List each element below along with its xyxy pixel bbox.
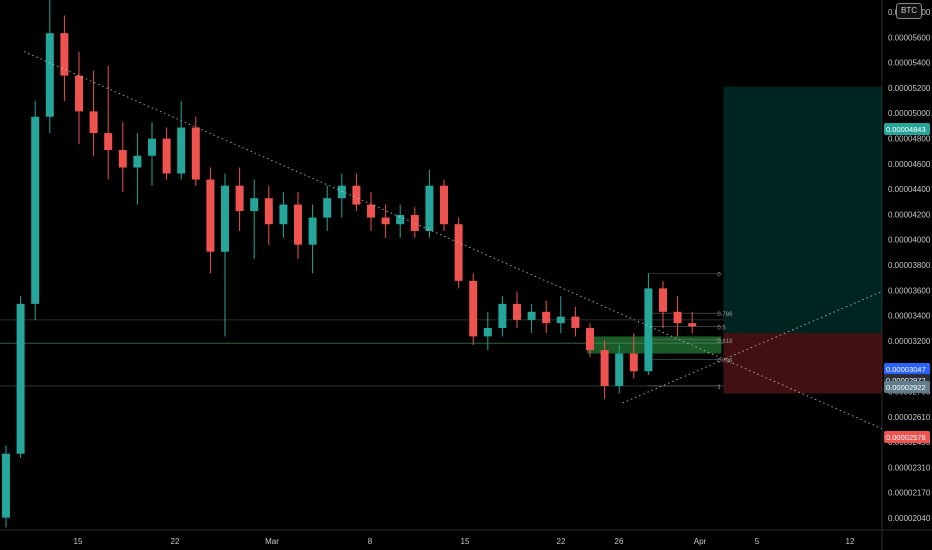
y-tick-label: 0.00003400 (888, 312, 931, 321)
candle-body (659, 288, 667, 312)
y-tick-label: 0.00005400 (888, 59, 931, 68)
candle-body (513, 303, 521, 320)
candle-body (571, 316, 580, 329)
y-tick-label: 0.00005000 (888, 109, 931, 118)
y-tick-label: 0.00004200 (888, 210, 931, 219)
candle-body (469, 280, 478, 337)
candle-body (352, 185, 361, 205)
y-tick-label: 0.00003800 (888, 261, 931, 270)
price-badge-label: 0.00002576 (886, 433, 926, 442)
y-tick-label: 0.00005200 (888, 84, 931, 93)
y-tick-label: 0.00002310 (888, 463, 931, 472)
x-tick-label: Apr (694, 537, 707, 546)
stop-zone (723, 333, 882, 394)
x-tick-label: 22 (557, 537, 566, 546)
x-tick-label: 22 (171, 537, 180, 546)
fib-label: 0.786 (717, 359, 733, 365)
fib-label: 0 (717, 272, 721, 278)
target-zone (723, 86, 882, 334)
candle-body (498, 303, 507, 329)
x-tick-label: 26 (615, 537, 624, 546)
candle-body (323, 198, 332, 218)
candle-body (527, 311, 536, 320)
candle-body (586, 328, 594, 351)
candle-body (425, 185, 434, 231)
candle-body (294, 204, 302, 245)
x-tick-label: 8 (368, 537, 373, 546)
candle-body (104, 133, 113, 150)
candle-body (45, 33, 54, 117)
candle-body (673, 311, 682, 324)
candle-body (75, 75, 83, 112)
support-zone (587, 336, 722, 354)
candle-body (264, 198, 273, 225)
candle-body (615, 353, 624, 386)
y-tick-label: 0.00003200 (888, 337, 931, 346)
y-tick-label: 0.00003600 (888, 286, 931, 295)
fib-label: 0.786 (717, 312, 733, 318)
x-tick-label: 12 (846, 537, 855, 546)
candle-body (148, 138, 156, 156)
candle-body (454, 224, 463, 281)
candle-body (206, 179, 215, 252)
y-tick-label: 0.00004400 (888, 185, 931, 194)
y-tick-label: 0.00004600 (888, 160, 931, 169)
descending-resistance-trendline (23, 51, 883, 430)
y-tick-label: 0.00002610 (888, 413, 931, 422)
price-badge-label: 0.00002972 (886, 376, 926, 385)
candle-body (133, 155, 142, 168)
candle-body (367, 204, 375, 218)
price-badge (884, 381, 930, 393)
candle-body (542, 311, 551, 324)
candle-body (440, 185, 448, 225)
candle-body (308, 217, 317, 245)
candle-body (2, 453, 10, 518)
candle-body (118, 149, 127, 168)
candle-body (235, 185, 244, 212)
candle-body (629, 353, 638, 372)
candle-body (688, 323, 697, 327)
candle-body (89, 111, 98, 134)
candle-body (556, 316, 565, 324)
symbol-badge: BTC (896, 3, 922, 19)
candle-body (191, 127, 200, 180)
ascending-support-trendline (622, 290, 883, 404)
price-badge (884, 363, 930, 375)
price-badge (884, 123, 930, 135)
y-tick-label: 0.00002170 (888, 489, 931, 498)
candle-body (381, 217, 390, 225)
price-badge (884, 431, 930, 443)
candle-body (337, 185, 346, 199)
candle-body (483, 328, 492, 337)
y-tick-label: 0.00005600 (888, 33, 931, 42)
candle-body (600, 350, 609, 386)
candle-body (16, 303, 25, 454)
x-tick-label: 15 (74, 537, 83, 546)
candle-body (250, 198, 259, 212)
y-tick-label: 0.00002040 (888, 514, 931, 523)
x-tick-label: Mar (265, 537, 279, 546)
candle-body (162, 138, 171, 174)
candle-body (221, 185, 229, 252)
fib-label: 0.5 (717, 325, 726, 331)
candle-body (177, 127, 186, 174)
fib-label: 0.618 (717, 339, 733, 345)
x-tick-label: 15 (461, 537, 470, 546)
y-tick-label: 0.00004000 (888, 236, 931, 245)
candle-body (410, 214, 419, 231)
candle-body (644, 288, 653, 372)
candle-body (396, 214, 405, 225)
candle-body (31, 116, 40, 304)
price-badge-label: 0.00003047 (886, 365, 926, 374)
x-tick-label: 5 (755, 537, 760, 546)
price-badge-label: 0.00002922 (886, 383, 926, 392)
price-badge-label: 0.00004843 (886, 125, 926, 134)
y-tick-label: 0.00004800 (888, 135, 931, 144)
candle-body (60, 33, 69, 76)
candle-body (279, 204, 288, 225)
fib-label: 1 (717, 385, 721, 391)
